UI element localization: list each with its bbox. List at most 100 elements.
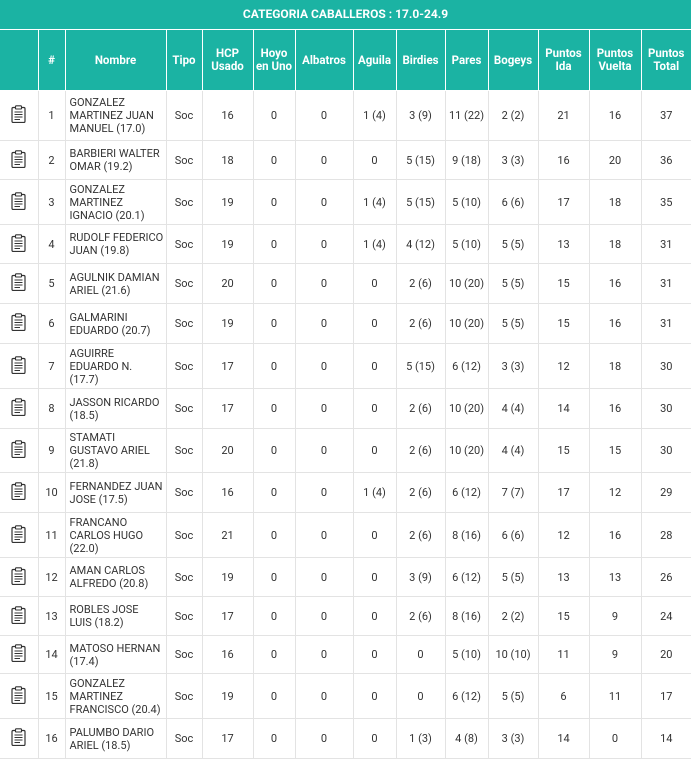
scorecard-cell[interactable] [0,635,39,674]
puntos-ida-cell: 11 [538,635,590,674]
scorecard-clipboard-icon[interactable] [11,605,26,624]
scorecard-clipboard-icon[interactable] [11,482,26,500]
scorecard-clipboard-icon[interactable] [11,440,26,458]
scorecard-clipboard-icon[interactable] [11,355,26,374]
scorecard-clipboard-icon[interactable] [11,644,26,662]
puntos-ida-cell: 16 [538,140,590,180]
player-name: PALUMBO DARIO ARIEL (18.5) [65,718,167,759]
birdies-cell: 2 (6) [396,428,446,473]
table-row: 8 JASSON RICARDO (18.5) Soc 17 0 0 0 2 (6) 10 (2… [0,388,691,429]
table-row: 5 AGULNIK DAMIAN ARIEL (21.6) Soc 20 0 0 0 2 (6… [0,263,691,304]
col-header-hoyo-en-uno: Hoyo en Uno [253,30,296,91]
table-row: 3 GONZALEZ MARTINEZ IGNACIO (20.1) Soc 19 0 0… [0,179,691,225]
aguila-cell: 1 (4) [353,472,397,513]
scorecard-clipboard-icon[interactable] [11,728,26,746]
puntos-total-cell: 28 [641,512,691,558]
hoyo-en-uno-cell: 0 [253,596,296,636]
aguila-cell: 0 [353,428,397,473]
table-row: 9 STAMATI GUSTAVO ARIEL (21.8) Soc 20 0 0 0 2 (… [0,428,691,473]
scorecard-clipboard-icon[interactable] [11,524,26,543]
albatros-cell: 0 [295,140,354,180]
puntos-total-cell: 31 [641,224,691,264]
pares-cell: 5 (10) [445,179,489,225]
puntos-ida-cell: 13 [538,557,590,597]
col-header-card [0,30,39,91]
bogeys-cell: 5 (5) [488,303,539,344]
birdies-cell: 2 (6) [396,472,446,513]
player-name: GALMARINI EDUARDO (20.7) [65,303,167,344]
col-header-puntos-ida: Puntos Ida [538,30,590,91]
puntos-ida-cell: 15 [538,428,590,473]
scorecard-cell[interactable] [0,596,39,636]
col-header-pares: Pares [445,30,489,91]
albatros-cell: 0 [295,224,354,264]
aguila-cell: 0 [353,343,397,389]
scorecard-cell[interactable] [0,512,39,558]
bogeys-cell: 6 (6) [488,512,539,558]
scorecard-cell[interactable] [0,343,39,389]
birdies-cell: 4 (12) [396,224,446,264]
col-header-puntos-vuelta: Puntos Vuelta [589,30,642,91]
table-row: 7 AGUIRRE EDUARDO N. (17.7) Soc 17 0 0 0 5 (15)… [0,343,691,389]
player-name: AGULNIK DAMIAN ARIEL (21.6) [65,263,167,304]
scorecard-clipboard-icon[interactable] [11,191,26,210]
birdies-cell: 0 [396,673,446,719]
position-cell: 14 [38,635,66,674]
hoyo-en-uno-cell: 0 [253,263,296,304]
albatros-cell: 0 [295,343,354,389]
category-title: CATEGORIA CABALLEROS : 17.0-24.9 [0,0,691,30]
scorecard-clipboard-icon[interactable] [11,233,26,252]
puntos-vuelta-cell: 16 [589,263,642,304]
table-row: 16 PALUMBO DARIO ARIEL (18.5) Soc 17 0 0 0 1 (3… [0,718,691,759]
player-name: FERNANDEZ JUAN JOSE (17.5) [65,472,167,513]
puntos-ida-cell: 17 [538,179,590,225]
col-header-hcp: HCP Usado [202,30,254,91]
scorecard-clipboard-icon[interactable] [11,398,26,416]
bogeys-cell: 4 (4) [488,388,539,429]
birdies-cell: 2 (6) [396,512,446,558]
scorecard-cell[interactable] [0,90,39,141]
tipo-cell: Soc [166,472,203,513]
scorecard-cell[interactable] [0,673,39,719]
hcp-cell: 20 [202,428,254,473]
hcp-cell: 18 [202,140,254,180]
position-cell: 11 [38,512,66,558]
scorecard-cell[interactable] [0,472,39,513]
puntos-total-cell: 17 [641,673,691,719]
hcp-cell: 17 [202,718,254,759]
scorecard-clipboard-icon[interactable] [11,566,26,585]
pares-cell: 11 (22) [445,90,489,141]
scorecard-cell[interactable] [0,179,39,225]
puntos-total-cell: 37 [641,90,691,141]
puntos-total-cell: 26 [641,557,691,597]
scorecard-cell[interactable] [0,140,39,180]
scorecard-cell[interactable] [0,303,39,344]
hoyo-en-uno-cell: 0 [253,557,296,597]
scorecard-clipboard-icon[interactable] [11,149,26,168]
scorecard-cell[interactable] [0,428,39,473]
player-name: STAMATI GUSTAVO ARIEL (21.8) [65,428,167,473]
puntos-vuelta-cell: 9 [589,635,642,674]
scorecard-clipboard-icon[interactable] [11,685,26,704]
player-name: MATOSO HERNAN (17.4) [65,635,167,674]
puntos-total-cell: 35 [641,179,691,225]
scorecard-cell[interactable] [0,224,39,264]
hcp-cell: 20 [202,263,254,304]
scorecard-clipboard-icon[interactable] [11,273,26,291]
puntos-ida-cell: 12 [538,512,590,558]
position-cell: 6 [38,303,66,344]
hcp-cell: 17 [202,343,254,389]
scorecard-cell[interactable] [0,557,39,597]
scorecard-clipboard-icon[interactable] [11,313,26,331]
puntos-vuelta-cell: 9 [589,596,642,636]
col-header-nombre: Nombre [65,30,167,91]
player-name: ROBLES JOSE LUIS (18.2) [65,596,167,636]
scorecard-cell[interactable] [0,388,39,429]
scorecard-cell[interactable] [0,263,39,304]
table-row: 14 MATOSO HERNAN (17.4) Soc 16 0 0 0 0 5 (10) 10 … [0,635,691,674]
table-row: 1 GONZALEZ MARTINEZ JUAN MANUEL (17.0) Soc… [0,90,691,141]
albatros-cell: 0 [295,718,354,759]
scorecard-cell[interactable] [0,718,39,759]
scorecard-clipboard-icon[interactable] [11,105,26,123]
